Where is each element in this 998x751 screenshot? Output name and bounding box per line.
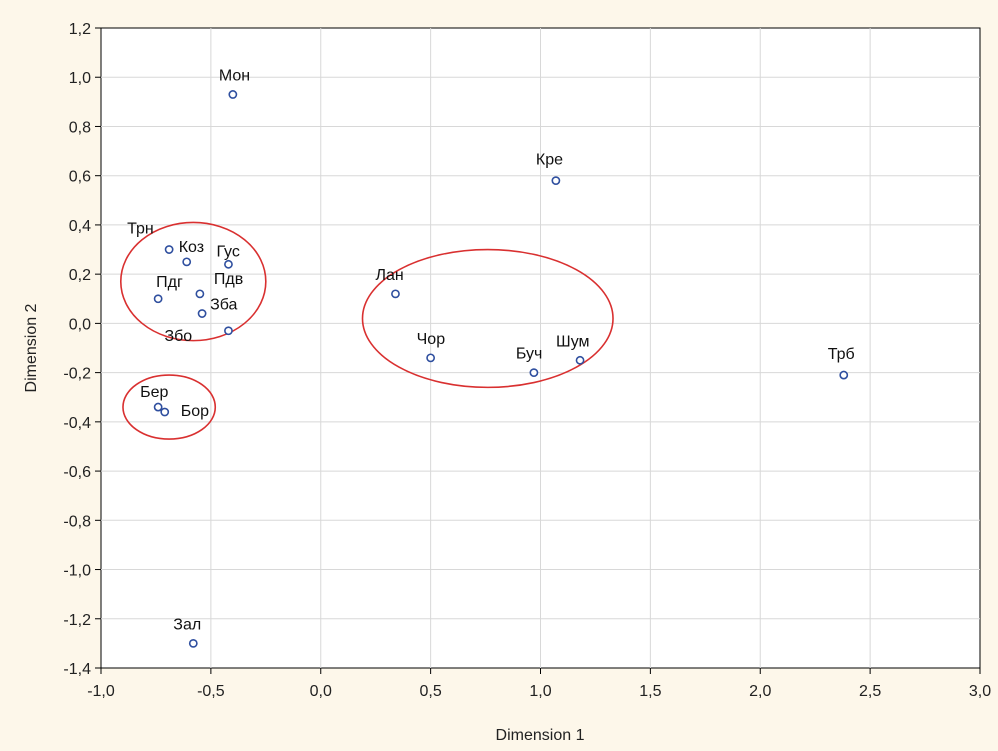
- data-point: [228, 90, 238, 99]
- y-tick-label: -0,8: [63, 513, 91, 530]
- grid-lines: [101, 28, 980, 668]
- point-label: Зал: [173, 616, 201, 633]
- y-tick-label: 1,0: [69, 70, 91, 87]
- data-point: [182, 257, 192, 267]
- data-point: [224, 259, 233, 269]
- x-tick-label: 1,0: [529, 683, 551, 700]
- y-tick-label: 0,0: [69, 316, 91, 333]
- y-tick-label: 1,2: [69, 21, 91, 38]
- data-point: [164, 245, 174, 254]
- cluster-ellipse: [361, 248, 614, 389]
- data-point: [153, 294, 163, 304]
- data-point: [551, 176, 561, 186]
- point-label: Трб: [828, 346, 855, 363]
- cluster-ellipse: [119, 221, 267, 342]
- x-tick-label: 0,0: [310, 683, 332, 700]
- data-point: [197, 309, 207, 318]
- y-tick-label: -1,0: [63, 563, 91, 580]
- cluster-ellipse: [122, 374, 217, 440]
- y-tick-label: -0,6: [63, 464, 91, 481]
- y-tick-label: 0,6: [69, 169, 91, 186]
- point-label: Коз: [179, 239, 204, 256]
- data-point: [426, 353, 436, 363]
- data-point: [839, 370, 849, 380]
- y-axis-label: Dimension 2: [23, 303, 40, 392]
- data-point: [195, 289, 205, 299]
- data-point: [153, 402, 163, 412]
- x-tick-label: 2,5: [859, 683, 881, 700]
- point-label: Пдг: [156, 274, 183, 291]
- y-tick-label: -0,4: [63, 415, 91, 432]
- point-label: Пдв: [214, 271, 243, 288]
- axis-ticks: -1,0 -0,5 0,0 0,5 1,0 1,5 2,0 2,5 3,0 1,2 1,0 0,8 0,…: [63, 21, 991, 700]
- point-label: Лан: [375, 267, 403, 284]
- x-axis-label: Dimension 1: [496, 727, 585, 744]
- x-tick-label: -1,0: [87, 683, 115, 700]
- y-tick-label: -0,2: [63, 366, 91, 383]
- x-tick-label: 2,0: [749, 683, 771, 700]
- point-label: Буч: [516, 346, 542, 363]
- point-label: Трн: [127, 221, 154, 238]
- data-point: [391, 289, 400, 299]
- point-label: Шум: [556, 333, 589, 350]
- data-point: [224, 326, 233, 336]
- data-point: [160, 407, 170, 417]
- data-point: [188, 638, 198, 648]
- data-point: [529, 368, 539, 378]
- x-tick-label: 0,5: [420, 683, 442, 700]
- y-tick-label: 0,4: [69, 218, 91, 235]
- point-label: Зба: [210, 297, 237, 314]
- y-tick-label: -1,4: [63, 661, 91, 678]
- cluster-ellipses: [119, 221, 614, 440]
- point-label: Мон: [219, 67, 250, 84]
- y-tick-label: 0,2: [69, 267, 91, 284]
- point-label: Бер: [140, 384, 168, 401]
- x-tick-label: -0,5: [197, 683, 225, 700]
- data-points: Мон Кре Трн Коз Гус Пдг Пдв Зба Збо Лан Чор Буч Шум Т…: [127, 67, 855, 648]
- y-tick-label: 0,8: [69, 119, 91, 136]
- point-label: Кре: [536, 152, 563, 169]
- x-tick-label: 1,5: [639, 683, 661, 700]
- y-tick-label: -1,2: [63, 612, 91, 629]
- point-label: Чор: [417, 331, 446, 348]
- x-tick-label: 3,0: [969, 683, 991, 700]
- data-point: [575, 355, 585, 365]
- point-label: Бор: [181, 403, 209, 420]
- point-label: Збо: [164, 328, 192, 345]
- point-label: Гус: [216, 243, 239, 260]
